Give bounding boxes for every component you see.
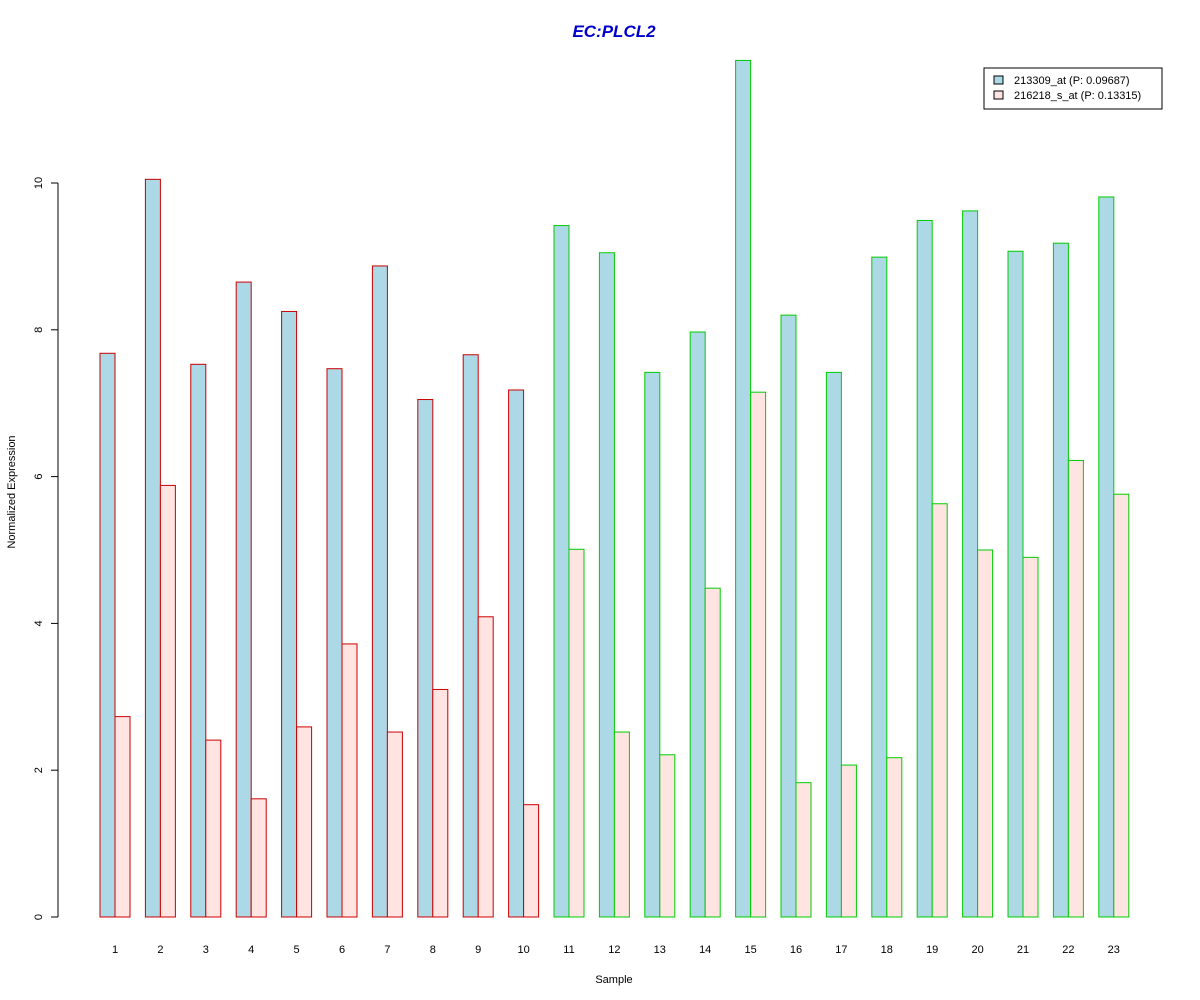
bar-sample-3-series-1: [190, 363, 207, 918]
legend-entry-1: 213309_at (P: 0.09687): [1014, 75, 1130, 87]
bar-sample-15-series-2: [750, 391, 767, 918]
bar-sample-12-series-1: [598, 252, 615, 918]
x-axis-tick-labels: 1 2 3 4 5 6 7 8 9 10 11 12 13 14 15 16 17 18 19 20 21 22 23: [112, 944, 1120, 956]
x-tick-label-20: 20: [971, 944, 983, 956]
bar-sample-13-series-1: [644, 371, 661, 918]
bar-sample-18-series-2: [886, 757, 903, 918]
bar-sample-21-series-1: [1007, 250, 1024, 918]
bar-sample-2-series-2: [159, 484, 176, 918]
x-tick-label-9: 9: [475, 944, 481, 956]
bar-sample-1-series-1: [99, 352, 116, 918]
bar-sample-17-series-1: [825, 371, 842, 918]
x-tick-label-16: 16: [790, 944, 802, 956]
bar-sample-22-series-1: [1052, 242, 1069, 918]
bar-sample-6-series-1: [326, 368, 343, 918]
bar-sample-11-series-2: [568, 548, 585, 918]
bar-sample-8-series-1: [417, 399, 434, 918]
bar-sample-20-series-1: [962, 210, 979, 918]
bar-sample-23-series-1: [1098, 196, 1115, 918]
bar-sample-16-series-1: [780, 314, 797, 918]
y-tick-label-10: 10: [33, 177, 45, 189]
bar-sample-11-series-1: [553, 225, 570, 918]
y-tick-label-2: 2: [33, 767, 45, 773]
bar-sample-4-series-1: [235, 281, 252, 918]
y-axis-label: Normalized Expression: [6, 435, 18, 548]
x-tick-label-17: 17: [835, 944, 847, 956]
x-tick-label-7: 7: [384, 944, 390, 956]
bar-sample-22-series-2: [1067, 459, 1084, 918]
bar-sample-21-series-2: [1022, 556, 1039, 918]
legend: 213309_at (P: 0.09687) 216218_s_at (P: 0.…: [983, 67, 1163, 110]
bar-sample-5-series-1: [281, 310, 298, 918]
legend-box: [983, 67, 1163, 110]
bar-sample-3-series-2: [205, 739, 222, 918]
x-tick-label-19: 19: [926, 944, 938, 956]
bar-sample-9-series-1: [462, 354, 479, 918]
x-tick-label-22: 22: [1062, 944, 1074, 956]
y-axis: 0 2 4 6 8 10: [33, 177, 59, 920]
bar-sample-2-series-1: [144, 178, 161, 918]
chart-title: EC:PLCL2: [572, 22, 656, 41]
x-tick-label-10: 10: [517, 944, 529, 956]
bar-sample-9-series-2: [477, 616, 494, 918]
bar-sample-7-series-1: [371, 265, 388, 918]
bars: [99, 59, 1130, 918]
bar-sample-16-series-2: [795, 782, 812, 918]
bar-sample-19-series-1: [916, 219, 933, 918]
bar-sample-5-series-2: [296, 726, 313, 918]
x-tick-label-3: 3: [203, 944, 209, 956]
x-tick-label-14: 14: [699, 944, 711, 956]
x-tick-label-6: 6: [339, 944, 345, 956]
bar-sample-18-series-1: [871, 256, 888, 918]
bar-sample-8-series-2: [432, 688, 449, 918]
bar-sample-10-series-1: [508, 389, 525, 918]
bar-sample-15-series-1: [735, 59, 752, 918]
bar-sample-20-series-2: [977, 549, 994, 918]
y-tick-label-8: 8: [33, 327, 45, 333]
bar-sample-19-series-2: [931, 503, 948, 918]
x-tick-label-2: 2: [157, 944, 163, 956]
x-axis-label: Sample: [595, 974, 632, 986]
x-tick-label-11: 11: [563, 944, 574, 956]
x-tick-label-4: 4: [248, 944, 254, 956]
bar-sample-7-series-2: [386, 731, 403, 918]
y-tick-label-0: 0: [33, 914, 45, 920]
x-tick-label-18: 18: [881, 944, 893, 956]
x-tick-label-13: 13: [654, 944, 666, 956]
y-tick-label-4: 4: [33, 620, 45, 626]
bar-sample-14-series-1: [689, 331, 706, 918]
y-tick-label-6: 6: [33, 474, 45, 480]
bar-sample-6-series-2: [341, 643, 358, 918]
x-tick-label-15: 15: [744, 944, 756, 956]
x-tick-label-12: 12: [608, 944, 620, 956]
legend-entry-2: 216218_s_at (P: 0.13315): [1014, 90, 1141, 102]
x-tick-label-5: 5: [294, 944, 300, 956]
bar-sample-4-series-2: [250, 798, 267, 918]
bar-sample-10-series-2: [523, 804, 540, 918]
x-tick-label-23: 23: [1108, 944, 1120, 956]
bar-sample-1-series-2: [114, 716, 131, 918]
bar-sample-14-series-2: [704, 587, 721, 918]
bar-sample-13-series-2: [659, 754, 676, 918]
x-tick-label-8: 8: [430, 944, 436, 956]
bar-sample-17-series-2: [840, 764, 857, 918]
x-tick-label-1: 1: [112, 944, 118, 956]
bar-sample-12-series-2: [613, 731, 630, 918]
bar-sample-23-series-2: [1113, 493, 1130, 918]
legend-swatch-1: [993, 75, 1004, 85]
legend-swatch-2: [993, 90, 1004, 100]
x-tick-label-21: 21: [1017, 944, 1029, 956]
